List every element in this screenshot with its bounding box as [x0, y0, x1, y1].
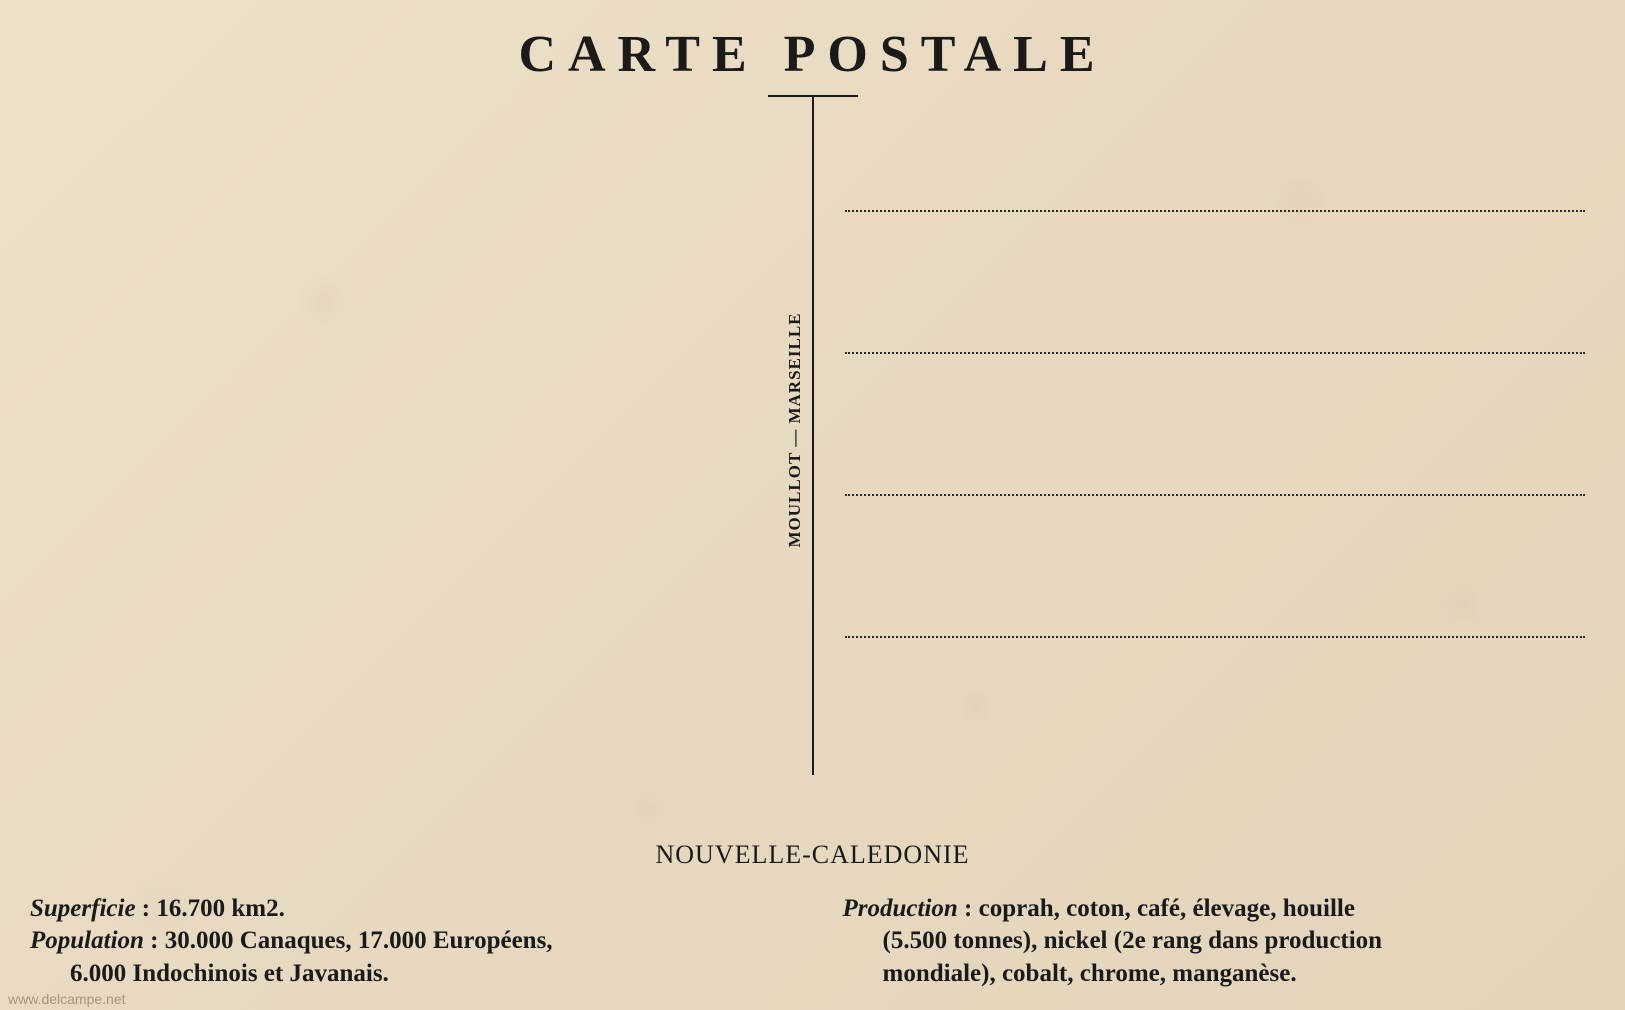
info-right-column: Production : coprah, coton, café, élevag…	[843, 893, 1596, 991]
info-left-column: Superficie : 16.700 km2. Population : 30…	[30, 893, 783, 991]
address-line-2	[845, 352, 1585, 354]
address-area	[845, 210, 1585, 778]
address-line-1	[845, 210, 1585, 212]
address-line-4	[845, 636, 1585, 638]
address-line-3	[845, 494, 1585, 496]
superficie-label: Superficie	[30, 895, 136, 922]
region-title: NOUVELLE-CALEDONIE	[0, 840, 1625, 870]
vertical-divider	[812, 95, 814, 775]
production-line3: mondiale), cobalt, chrome, manganèse.	[843, 958, 1596, 991]
population-line2: 6.000 Indochinois et Javanais.	[30, 958, 783, 991]
info-section: Superficie : 16.700 km2. Population : 30…	[30, 893, 1595, 991]
production-label: Production	[843, 895, 958, 922]
production-line2: (5.500 tonnes), nickel (2e rang dans pro…	[843, 925, 1596, 958]
postcard-header: CARTE POSTALE	[0, 25, 1625, 84]
population-line1: 30.000 Canaques, 17.000 Européens,	[165, 927, 553, 954]
superficie-value: 16.700 km2.	[156, 895, 284, 922]
population-row: Population : 30.000 Canaques, 17.000 Eur…	[30, 925, 783, 958]
watermark: www.delcampe.net	[8, 991, 126, 1007]
production-row: Production : coprah, coton, café, élevag…	[843, 893, 1596, 926]
production-line1: coprah, coton, café, élevage, houille	[979, 895, 1355, 922]
population-label: Population	[30, 927, 144, 954]
publisher-imprint: MOULLOT — MARSEILLE	[785, 312, 805, 547]
postcard-back: CARTE POSTALE MOULLOT — MARSEILLE NOUVEL…	[0, 0, 1625, 1010]
superficie-row: Superficie : 16.700 km2.	[30, 893, 783, 926]
